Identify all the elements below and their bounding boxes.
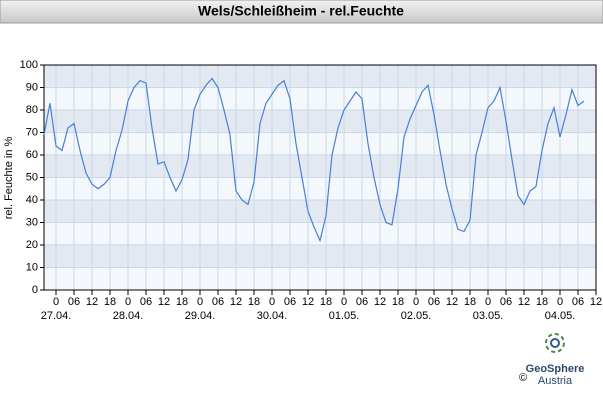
x-tick-label: 06 (140, 296, 152, 308)
x-tick-label: 12 (374, 296, 386, 308)
x-tick-label: 18 (464, 296, 476, 308)
x-tick-label: 06 (284, 296, 296, 308)
x-tick-label: 12 (446, 296, 458, 308)
brand: GeoSphere (526, 363, 585, 375)
x-tick-label: 0 (557, 296, 563, 308)
x-tick-label: 06 (428, 296, 440, 308)
x-tick-label: 12 (590, 296, 602, 308)
day-label: 27.04. (41, 310, 72, 322)
x-tick-label: 0 (485, 296, 491, 308)
copyright: © (519, 372, 527, 384)
x-tick-label: 0 (53, 296, 59, 308)
x-tick-label: 18 (248, 296, 260, 308)
day-label: 01.05. (329, 310, 360, 322)
grid-band (44, 245, 596, 268)
x-tick-label: 18 (320, 296, 332, 308)
x-tick-label: 18 (392, 296, 404, 308)
x-tick-label: 06 (68, 296, 80, 308)
y-tick-label: 10 (26, 261, 38, 273)
x-tick-label: 06 (356, 296, 368, 308)
y-tick-label: 100 (20, 59, 38, 71)
day-label: 03.05. (473, 310, 504, 322)
chart-title: Wels/Schleißheim - rel.Feuchte (198, 3, 404, 19)
y-tick-label: 90 (26, 81, 38, 93)
x-tick-label: 06 (212, 296, 224, 308)
x-tick-label: 18 (536, 296, 548, 308)
x-tick-label: 06 (500, 296, 512, 308)
logo (545, 333, 565, 353)
day-label: 02.05. (401, 310, 432, 322)
x-tick-label: 12 (302, 296, 314, 308)
day-label: 30.04. (257, 310, 288, 322)
x-tick-label: 12 (86, 296, 98, 308)
y-tick-label: 70 (26, 126, 38, 138)
plot-frame (43, 64, 597, 291)
grid-band (44, 65, 596, 88)
y-tick-label: 40 (26, 194, 38, 206)
x-tick-label: 18 (104, 296, 116, 308)
x-tick-label: 12 (158, 296, 170, 308)
y-tick-label: 0 (32, 284, 38, 296)
y-tick-label: 80 (26, 104, 38, 116)
day-label: 29.04. (185, 310, 216, 322)
x-tick-label: 0 (125, 296, 131, 308)
x-tick-label: 0 (341, 296, 347, 308)
x-tick-label: 0 (269, 296, 275, 308)
y-tick-label: 60 (26, 149, 38, 161)
grid-band (44, 200, 596, 223)
title-bar (0, 0, 603, 24)
y-axis-title: rel. Feuchte in % (3, 137, 15, 220)
x-tick-label: 18 (176, 296, 188, 308)
x-tick-label: 0 (197, 296, 203, 308)
x-tick-label: 0 (413, 296, 419, 308)
y-tick-label: 50 (26, 171, 38, 183)
y-tick-label: 20 (26, 239, 38, 251)
x-tick-label: 06 (572, 296, 584, 308)
day-label: 28.04. (113, 310, 144, 322)
grid-band (44, 110, 596, 133)
x-tick-label: 12 (518, 296, 530, 308)
country: Austria (538, 375, 573, 387)
y-tick-label: 30 (26, 216, 38, 228)
x-tick-label: 12 (230, 296, 242, 308)
day-label: 04.05. (545, 310, 576, 322)
data-line (43, 77, 585, 243)
